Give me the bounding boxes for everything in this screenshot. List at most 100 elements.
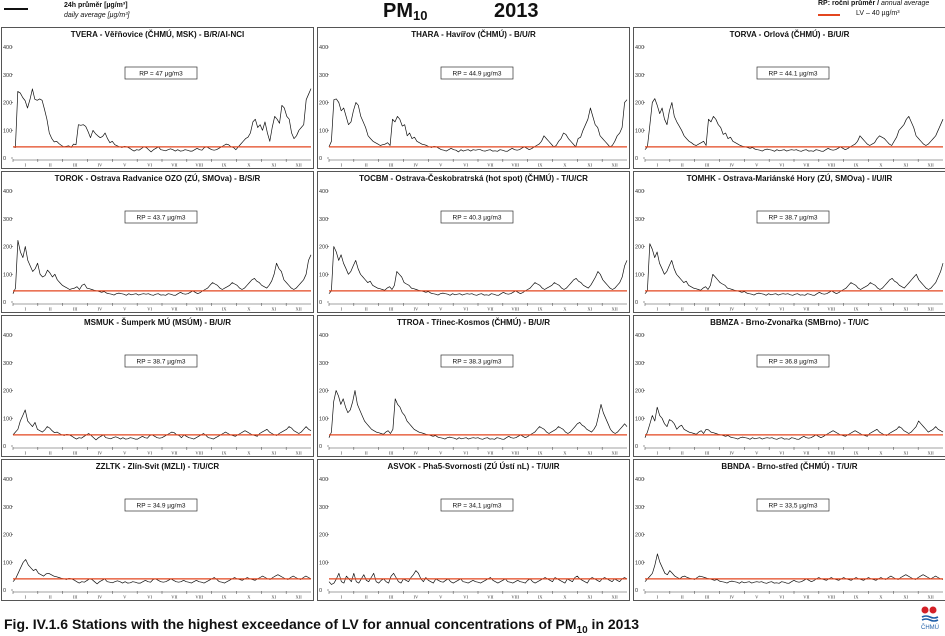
month-label: IV [414,163,419,168]
y-tick-label: 0 [3,156,6,162]
chart-panel: ASVOK - Pha5-Svornosti (ZÚ Ústí nL) - T/… [317,459,630,601]
month-label: XII [611,163,618,168]
month-label: XI [587,451,592,456]
month-label: VII [171,163,178,168]
chart-svg: ASVOK - Pha5-Svornosti (ZÚ Ústí nL) - T/… [317,459,630,601]
chart-svg: TORVA - Orlová (ČHMÚ) - B/U/R01002003004… [633,27,945,169]
month-label: VI [779,595,784,600]
y-tick-label: 300 [635,217,644,223]
y-tick-label: 100 [319,272,328,278]
month-label: VI [779,307,784,312]
y-tick-label: 400 [319,189,328,195]
chart-svg: TOCBM - Ostrava-Českobratrská (hot spot)… [317,171,630,313]
y-tick-label: 200 [3,533,12,539]
month-label: XI [271,163,276,168]
caption-subscript: 10 [577,625,588,636]
chart-panel: TVERA - Věřňovice (ČHMÚ, MSK) - B/R/AI-N… [1,27,314,169]
logo-graphic: ČHMÚ [920,605,942,631]
legend-rp-prefix: RP: roční průměr / [818,0,881,7]
caption-text: Fig. IV.1.6 Stations with the highest ex… [4,616,577,632]
y-tick-label: 100 [319,560,328,566]
month-label: VII [487,451,494,456]
month-label: III [705,307,710,312]
logo-text: ČHMÚ [921,624,939,631]
month-label: VII [803,163,810,168]
y-tick-label: 0 [635,444,638,450]
title-subscript: 10 [413,8,427,23]
legend-limit-swatch [818,14,840,16]
y-tick-label: 400 [635,45,644,51]
rp-annotation: RP = 34.9 µg/m3 [125,499,197,511]
month-label: XI [903,595,908,600]
rp-text: RP = 34,1 µg/m3 [453,503,502,510]
month-label: VIII [195,307,203,312]
month-label: IV [730,307,735,312]
rp-annotation: RP = 38.3 µg/m3 [441,355,513,367]
month-label: VII [803,451,810,456]
month-label: IX [222,163,227,168]
month-label: VIII [827,163,835,168]
y-tick-label: 0 [635,300,638,306]
month-label: VI [463,451,468,456]
chmi-logo: ČHMÚ [920,605,942,631]
rp-annotation: RP = 43.7 µg/m3 [125,211,197,223]
y-tick-label: 300 [3,361,12,367]
rp-text: RP = 44.9 µg/m3 [453,71,502,78]
month-label: IV [730,163,735,168]
month-label: III [73,307,78,312]
month-label: XI [271,595,276,600]
y-tick-label: 200 [319,101,328,107]
month-label: IV [98,163,103,168]
chart-title: BBNDA - Brno-střed (ČHMÚ) - T/U/R [721,462,857,471]
month-label: XII [611,451,618,456]
month-label: IV [730,595,735,600]
y-tick-label: 300 [635,505,644,511]
month-label: XII [295,163,302,168]
chart-svg: TOROK - Ostrava Radvanice OZO (ZÚ, SMOva… [1,171,314,313]
month-label: XI [271,451,276,456]
month-label: IX [854,307,859,312]
month-label: XI [903,307,908,312]
y-tick-label: 100 [635,272,644,278]
y-tick-label: 200 [635,245,644,251]
month-label: VI [779,163,784,168]
month-label: VI [463,307,468,312]
y-tick-label: 300 [319,217,328,223]
month-label: IV [730,451,735,456]
month-label: VII [171,451,178,456]
rp-text: RP = 38.3 µg/m3 [453,359,502,366]
month-label: VII [171,307,178,312]
y-tick-label: 400 [3,189,12,195]
chart-title: TOCBM - Ostrava-Českobratrská (hot spot)… [359,174,588,183]
rp-text: RP = 38.7 µg/m3 [137,359,186,366]
month-label: IX [854,163,859,168]
chart-svg: TTROA - Třinec-Kosmos (ČHMÚ) - B/U/R0100… [317,315,630,457]
title-text: PM [383,0,413,22]
title-year: 2013 [494,0,539,23]
month-label: VI [147,595,152,600]
month-label: III [705,163,710,168]
y-tick-label: 400 [3,333,12,339]
month-label: XI [587,307,592,312]
chart-title: TOMHK - Ostrava-Mariánské Hory (ZÚ, SMOv… [687,174,893,183]
y-tick-label: 0 [319,588,322,594]
month-label: XII [927,163,934,168]
month-label: XII [611,307,618,312]
month-label: IX [222,307,227,312]
y-tick-label: 0 [319,444,322,450]
month-label: IX [854,451,859,456]
chart-title: ASVOK - Pha5-Svornosti (ZÚ Ústí nL) - T/… [387,462,559,471]
month-label: II [681,307,684,312]
month-label: VIII [195,163,203,168]
y-tick-label: 100 [3,272,12,278]
y-tick-label: 300 [319,73,328,79]
month-label: IX [538,307,543,312]
y-tick-label: 200 [635,389,644,395]
month-label: III [73,451,78,456]
y-tick-label: 0 [635,588,638,594]
y-tick-label: 300 [3,73,12,79]
legend-limit-label: LV – 40 µg/m³ [856,10,900,17]
